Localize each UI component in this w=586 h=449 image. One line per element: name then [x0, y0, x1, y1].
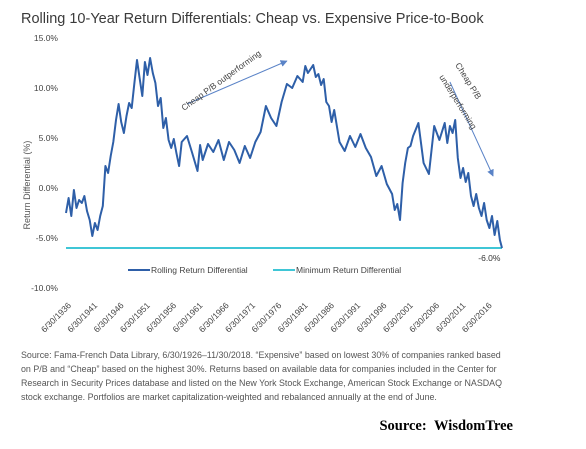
chart-plot: 15.0%10.0%5.0%0.0%-5.0%-10.0% 6/30/19366…	[22, 33, 503, 334]
y-tick-label: -5.0%	[36, 233, 59, 243]
rolling-return-differential-line	[65, 57, 503, 249]
minimum-value-label: -6.0%	[478, 253, 501, 263]
y-tick-label: 15.0%	[34, 33, 59, 43]
y-tick-label: -10.0%	[31, 283, 58, 293]
source-credit: Source: WisdomTree	[379, 418, 513, 434]
legend-label-minimum: Minimum Return Differential	[296, 265, 401, 275]
annotation-outperforming: Cheap P/B outperforming	[179, 48, 263, 113]
outperforming-arrow	[186, 60, 288, 105]
chart-title: Rolling 10-Year Return Differentials: Ch…	[21, 11, 484, 27]
source-note: Source: Fama-French Data Library, 6/30/1…	[21, 350, 502, 402]
legend-label-rolling: Rolling Return Differential	[151, 265, 248, 275]
underperforming-arrow	[449, 81, 494, 177]
y-tick-label: 0.0%	[39, 183, 59, 193]
y-axis-label: Return Differential (%)	[22, 141, 32, 230]
y-tick-label: 5.0%	[39, 133, 59, 143]
y-tick-label: 10.0%	[34, 83, 59, 93]
